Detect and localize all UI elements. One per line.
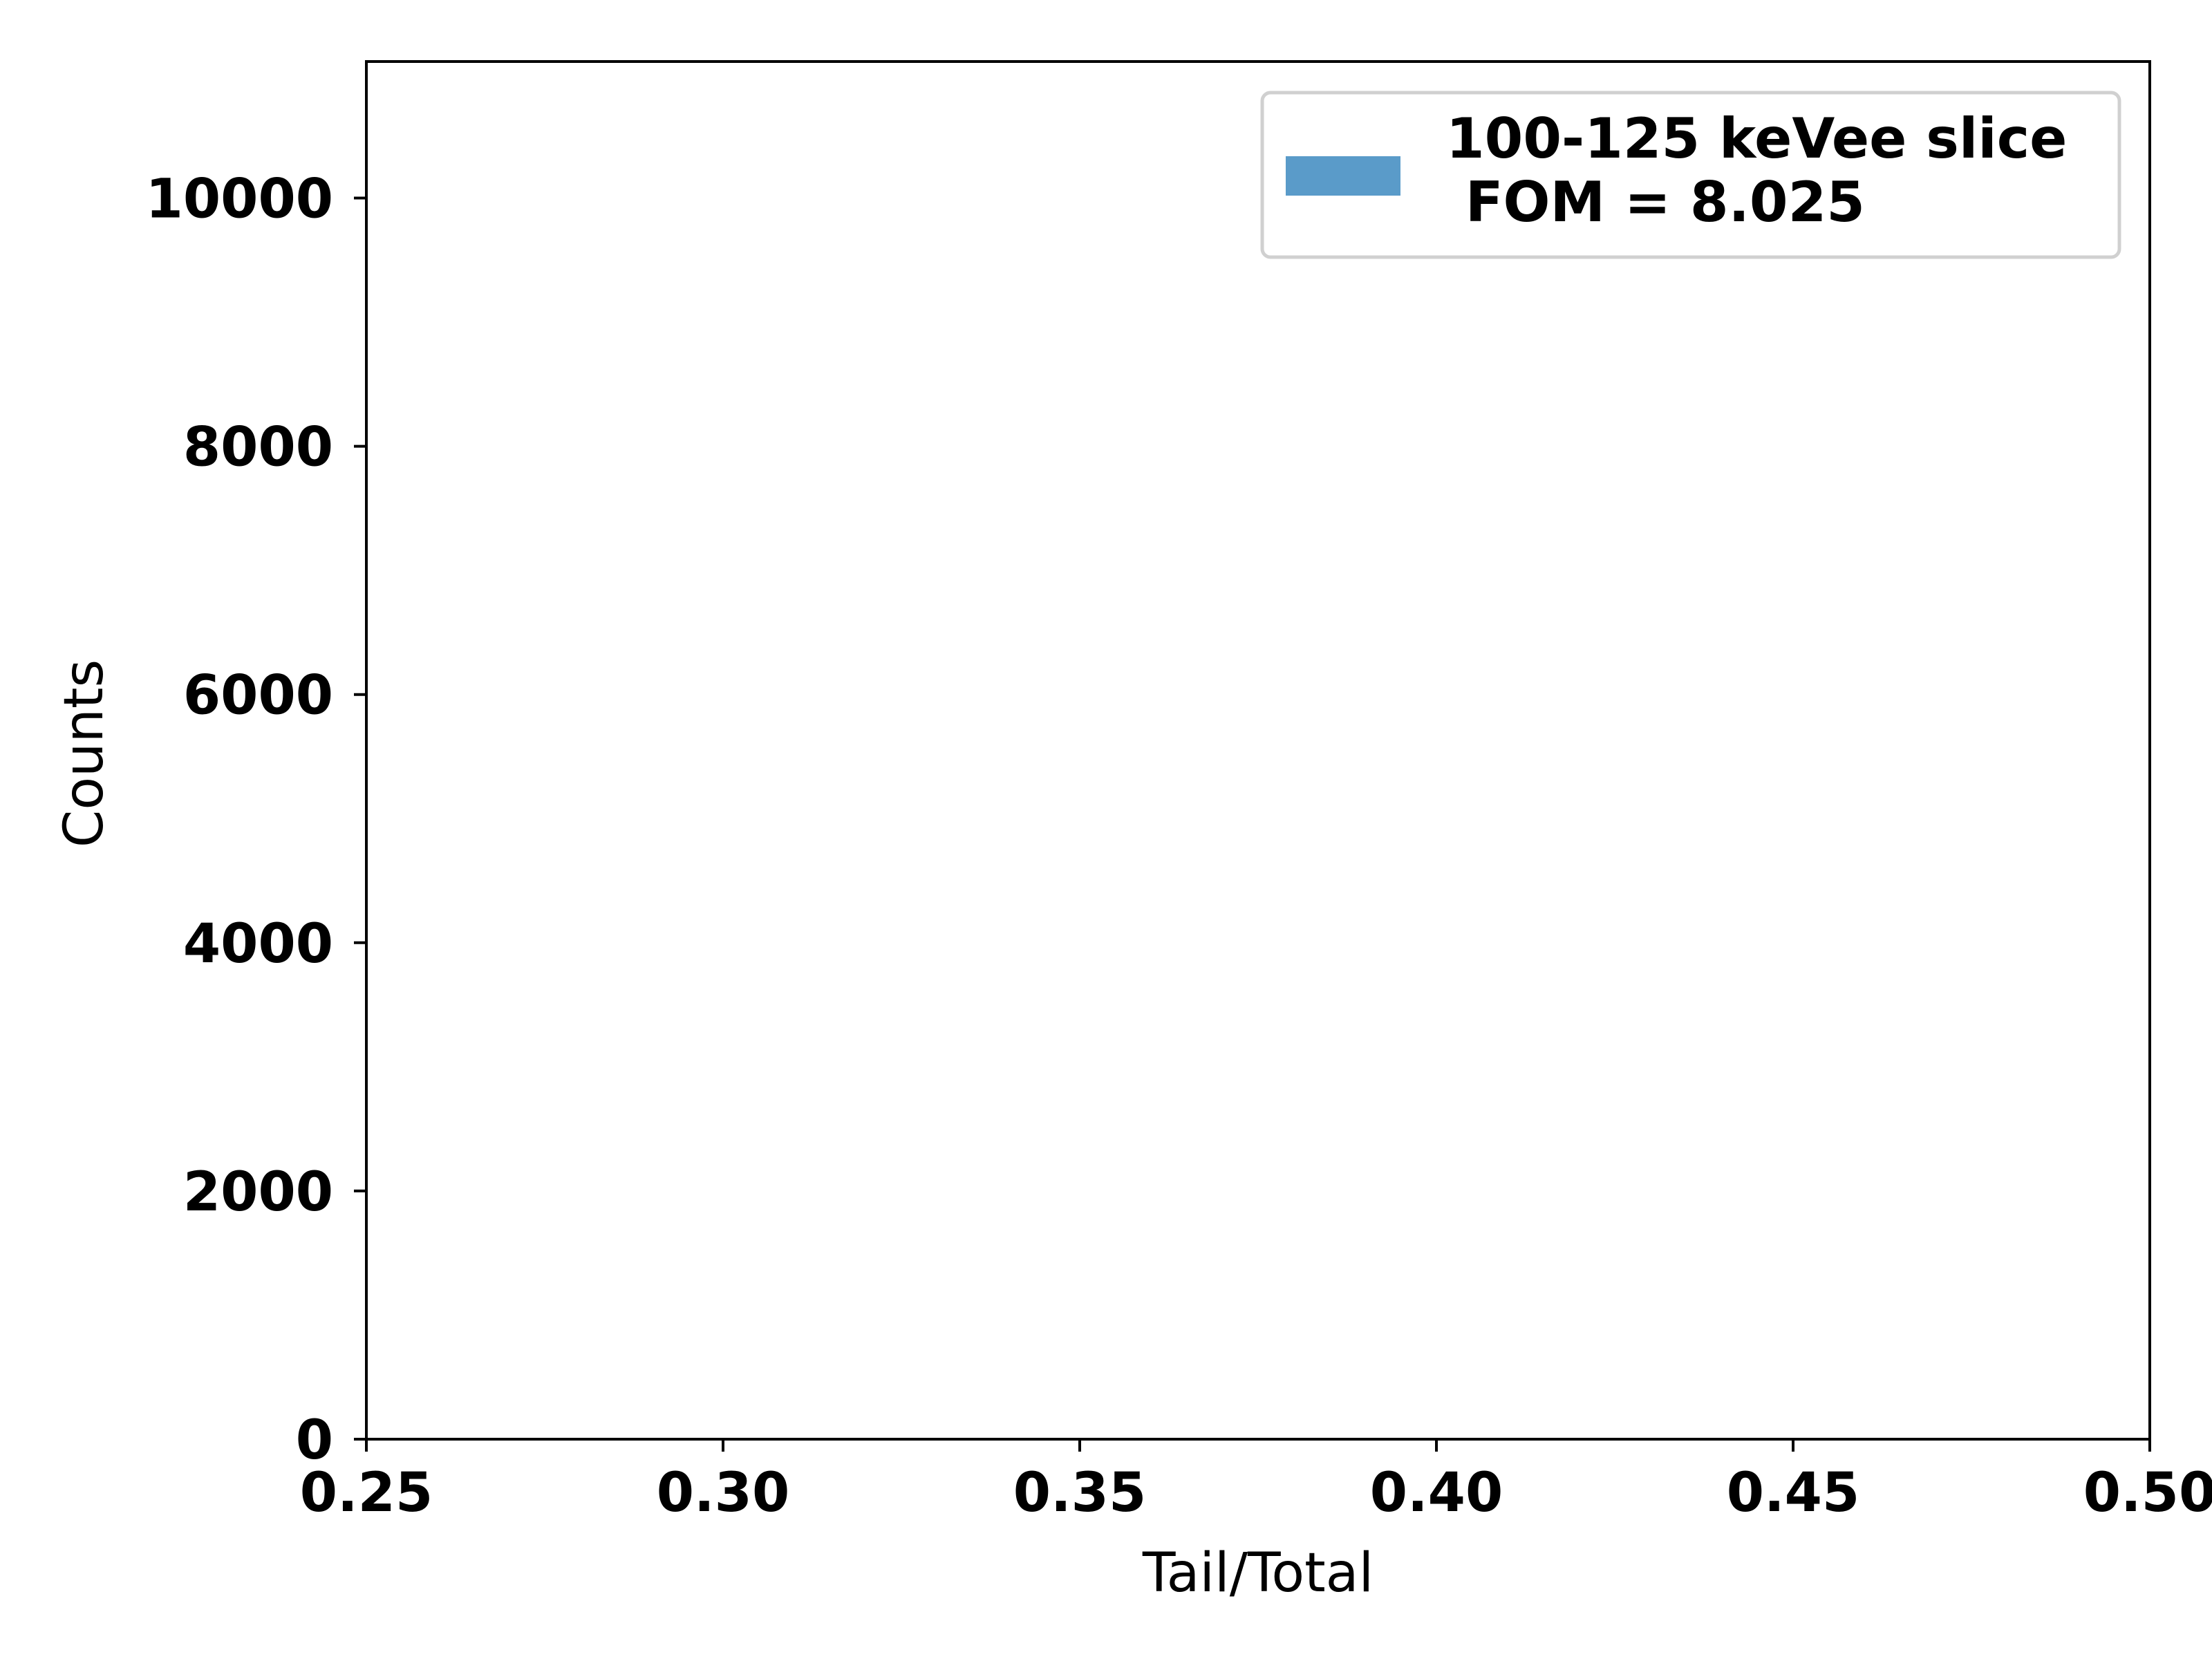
x-tick-label: 0.40 xyxy=(1370,1462,1503,1524)
y-tick-label: 6000 xyxy=(183,665,333,727)
y-tick-label: 4000 xyxy=(183,913,333,975)
y-ticks: 0 2000 4000 6000 8000 10000 xyxy=(146,169,366,1472)
legend-label-line-2: FOM = 8.025 xyxy=(1446,170,1865,234)
y-tick-label: 0 xyxy=(296,1409,333,1472)
legend-swatch xyxy=(1286,156,1400,196)
x-tick-label: 0.50 xyxy=(2083,1462,2212,1524)
y-tick-label: 2000 xyxy=(183,1161,333,1224)
legend-label-line-1: 100-125 keVee slice xyxy=(1446,106,2067,171)
x-tick-label: 0.35 xyxy=(1013,1462,1146,1524)
x-axis-label: Tail/Total xyxy=(1142,1542,1374,1604)
x-tick-label: 0.25 xyxy=(300,1462,433,1524)
x-tick-label: 0.30 xyxy=(657,1462,789,1524)
legend-box xyxy=(1260,91,2121,259)
x-ticks: 0.25 0.30 0.35 0.40 0.45 0.50 xyxy=(300,1439,2212,1524)
legend[interactable]: 100-125 keVee slice FOM = 8.025 xyxy=(1260,91,2121,259)
y-tick-label: 8000 xyxy=(183,417,333,479)
plot-frame xyxy=(365,60,2151,1441)
y-axis-label: Counts xyxy=(53,659,115,847)
y-tick-label: 10000 xyxy=(146,169,333,231)
x-tick-label: 0.45 xyxy=(1727,1462,1859,1524)
